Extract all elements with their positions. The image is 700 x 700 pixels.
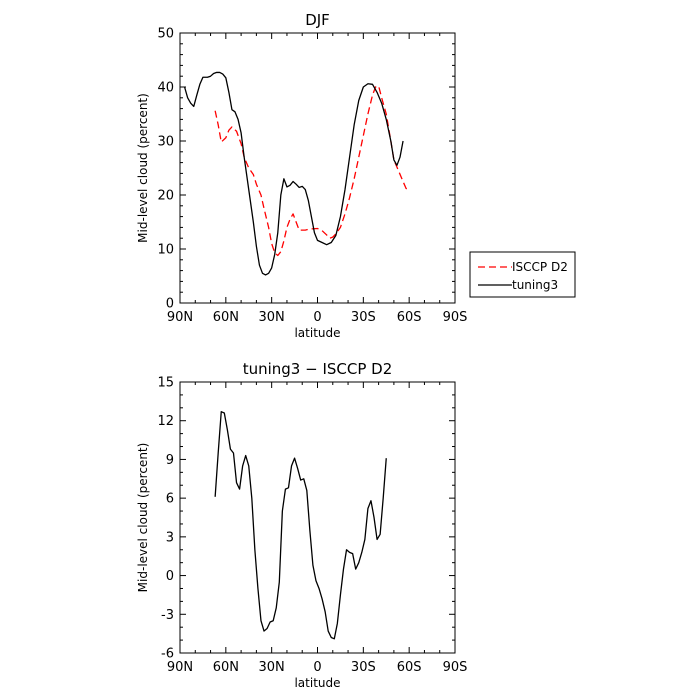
chart-title: tuning3 − ISCCP D2 [243,360,393,378]
y-tick-label: 20 [157,189,174,204]
x-tick-label: 0 [313,310,321,325]
y-tick-label: 0 [166,297,174,312]
legend: ISCCP D2 tuning3 [469,251,576,298]
x-tick-label: 30N [259,660,285,675]
x-tick-label: 0 [313,660,321,675]
x-tick-label: 90N [167,660,193,675]
x-axis-title: latitude [294,676,340,690]
chart-title: DJF [305,11,330,29]
y-tick-label: 3 [166,530,174,545]
y-tick-label: -6 [161,647,174,662]
x-tick-label: 60S [397,660,422,675]
series-line-isccp-d2 [214,85,410,257]
y-tick-label: 0 [166,569,174,584]
y-tick-label: 12 [157,414,174,429]
x-tick-label: 90S [443,310,468,325]
x-tick-label: 60N [213,660,239,675]
series-line-difference [214,411,387,640]
x-tick-label: 30N [259,310,285,325]
x-tick-label: 90S [443,660,468,675]
y-axis-title: Mid-level cloud (percent) [136,443,150,593]
series-line-tuning3 [183,71,404,276]
legend-label: tuning3 [512,278,558,292]
y-tick-label: 40 [157,81,174,96]
y-tick-label: 6 [166,492,174,507]
y-tick-label: 50 [157,27,174,42]
legend-box [469,251,576,298]
x-tick-label: 90N [167,310,193,325]
plot-frame [179,381,456,654]
legend-label: ISCCP D2 [512,260,568,274]
y-tick-label: 9 [166,453,174,468]
y-tick-label: 15 [157,376,174,391]
x-axis-title: latitude [294,326,340,340]
x-tick-label: 60N [213,310,239,325]
y-tick-label: 10 [157,243,174,258]
y-axis-title: Mid-level cloud (percent) [136,93,150,243]
chart-panel-top: DJF 90N 60N 30N 0 30S 60S 90S 0 10 20 30 40 50 latitud… [136,11,576,340]
y-tick-label: 30 [157,135,174,150]
x-tick-label: 30S [351,310,376,325]
y-tick-label: -3 [161,608,174,623]
x-tick-label: 60S [397,310,422,325]
x-tick-label: 30S [351,660,376,675]
chart-panel-bottom: tuning3 − ISCCP D2 90N 60N 30N 0 30S 60S 90S -6 -… [136,360,467,690]
